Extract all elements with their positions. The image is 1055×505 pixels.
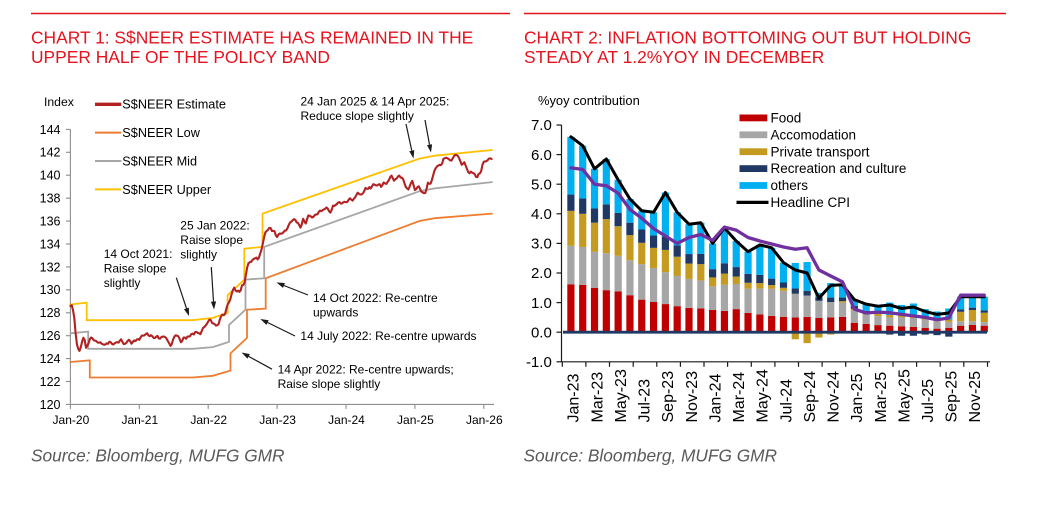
svg-text:Jan-21: Jan-21 bbox=[121, 413, 158, 427]
svg-text:Jan-24: Jan-24 bbox=[328, 413, 365, 427]
svg-text:Jul-23: Jul-23 bbox=[637, 379, 654, 423]
svg-text:138: 138 bbox=[40, 192, 61, 206]
svg-text:136: 136 bbox=[40, 215, 61, 229]
svg-text:Jan-23: Jan-23 bbox=[566, 373, 583, 422]
svg-text:134: 134 bbox=[40, 237, 61, 251]
svg-text:Reduce slope slightly: Reduce slope slightly bbox=[301, 109, 414, 123]
svg-text:24 Jan 2025 & 14 Apr 2025:: 24 Jan 2025 & 14 Apr 2025: bbox=[301, 94, 450, 108]
svg-text:Jan-25: Jan-25 bbox=[849, 373, 866, 422]
svg-text:Jan-26: Jan-26 bbox=[466, 413, 503, 427]
svg-text:Jul-24: Jul-24 bbox=[778, 379, 795, 423]
svg-text:May-23: May-23 bbox=[613, 369, 630, 422]
svg-text:126: 126 bbox=[40, 329, 61, 343]
svg-text:Recreation and culture: Recreation and culture bbox=[771, 161, 907, 176]
svg-text:5.0: 5.0 bbox=[531, 176, 552, 193]
svg-text:Private transport: Private transport bbox=[771, 144, 870, 159]
svg-text:Jul-25: Jul-25 bbox=[920, 379, 937, 423]
svg-text:2.0: 2.0 bbox=[531, 265, 552, 282]
svg-text:3.0: 3.0 bbox=[531, 236, 552, 253]
svg-text:UPPER HALF OF THE POLICY BAND: UPPER HALF OF THE POLICY BAND bbox=[31, 47, 330, 67]
svg-text:7.0: 7.0 bbox=[531, 117, 552, 134]
svg-text:Index: Index bbox=[44, 95, 74, 109]
svg-text:140: 140 bbox=[40, 169, 61, 183]
svg-text:Headline CPI: Headline CPI bbox=[771, 195, 851, 210]
svg-text:14 Apr 2022: Re-centre upwards: 14 Apr 2022: Re-centre upwards; bbox=[278, 362, 454, 376]
svg-text:0.0: 0.0 bbox=[531, 324, 552, 341]
svg-text:slightly: slightly bbox=[180, 248, 217, 262]
svg-text:Mar-24: Mar-24 bbox=[731, 372, 748, 423]
svg-text:25 Jan 2022:: 25 Jan 2022: bbox=[180, 218, 249, 232]
svg-text:S$NEER Mid: S$NEER Mid bbox=[122, 154, 197, 168]
svg-text:upwards: upwards bbox=[313, 305, 358, 319]
svg-text:Jan-24: Jan-24 bbox=[707, 373, 724, 422]
svg-text:Mar-25: Mar-25 bbox=[873, 372, 890, 423]
svg-text:Jan-22: Jan-22 bbox=[190, 413, 227, 427]
svg-text:Sep-25: Sep-25 bbox=[944, 371, 961, 423]
svg-text:Nov-25: Nov-25 bbox=[967, 371, 984, 423]
svg-text:CHART 1: S$NEER ESTIMATE HAS R: CHART 1: S$NEER ESTIMATE HAS REMAINED IN… bbox=[31, 28, 473, 48]
svg-text:Raise slope: Raise slope bbox=[180, 233, 243, 247]
svg-text:132: 132 bbox=[40, 260, 61, 274]
svg-text:122: 122 bbox=[40, 375, 61, 389]
svg-text:14 July 2022: Re-centre upward: 14 July 2022: Re-centre upwards bbox=[300, 329, 476, 343]
svg-text:S$NEER Upper: S$NEER Upper bbox=[122, 183, 212, 197]
svg-text:STEADY AT 1.2%YOY IN DECEMBER: STEADY AT 1.2%YOY IN DECEMBER bbox=[524, 47, 824, 67]
svg-text:Nov-23: Nov-23 bbox=[684, 371, 701, 423]
svg-text:S$NEER Low: S$NEER Low bbox=[122, 126, 200, 140]
svg-text:-1.0: -1.0 bbox=[526, 354, 552, 371]
svg-text:Source: Bloomberg, MUFG GMR: Source: Bloomberg, MUFG GMR bbox=[31, 446, 285, 466]
svg-text:Food: Food bbox=[771, 111, 802, 126]
svg-text:Accomodation: Accomodation bbox=[771, 127, 857, 142]
svg-text:Mar-23: Mar-23 bbox=[589, 372, 606, 423]
svg-text:Jan-23: Jan-23 bbox=[259, 413, 296, 427]
svg-text:144: 144 bbox=[40, 123, 61, 137]
svg-text:1.0: 1.0 bbox=[531, 295, 552, 312]
svg-text:Raise slope slightly: Raise slope slightly bbox=[278, 377, 381, 391]
svg-text:May-25: May-25 bbox=[896, 369, 913, 422]
svg-text:others: others bbox=[771, 178, 809, 193]
svg-text:Raise slope: Raise slope bbox=[104, 261, 167, 275]
svg-text:130: 130 bbox=[40, 283, 61, 297]
svg-text:Sep-23: Sep-23 bbox=[660, 371, 677, 423]
svg-text:Jan-20: Jan-20 bbox=[53, 413, 90, 427]
svg-text:6.0: 6.0 bbox=[531, 147, 552, 164]
svg-text:slightly: slightly bbox=[104, 276, 141, 290]
svg-text:S$NEER Estimate: S$NEER Estimate bbox=[122, 98, 226, 112]
svg-text:Nov-24: Nov-24 bbox=[826, 371, 843, 423]
svg-text:CHART 2: INFLATION BOTTOMING O: CHART 2: INFLATION BOTTOMING OUT BUT HOL… bbox=[524, 28, 971, 48]
svg-text:14 Oct 2021:: 14 Oct 2021: bbox=[104, 247, 173, 261]
svg-text:Source: Bloomberg, MUFG GMR: Source: Bloomberg, MUFG GMR bbox=[524, 446, 778, 466]
svg-text:Jan-25: Jan-25 bbox=[397, 413, 434, 427]
svg-text:4.0: 4.0 bbox=[531, 206, 552, 223]
svg-text:128: 128 bbox=[40, 306, 61, 320]
svg-text:May-24: May-24 bbox=[755, 369, 772, 422]
svg-text:%yoy contribution: %yoy contribution bbox=[538, 93, 640, 108]
svg-text:Sep-24: Sep-24 bbox=[802, 371, 819, 423]
svg-text:142: 142 bbox=[40, 146, 61, 160]
svg-text:120: 120 bbox=[40, 398, 61, 412]
svg-text:124: 124 bbox=[40, 352, 61, 366]
svg-text:14 Oct 2022: Re-centre: 14 Oct 2022: Re-centre bbox=[313, 291, 438, 305]
